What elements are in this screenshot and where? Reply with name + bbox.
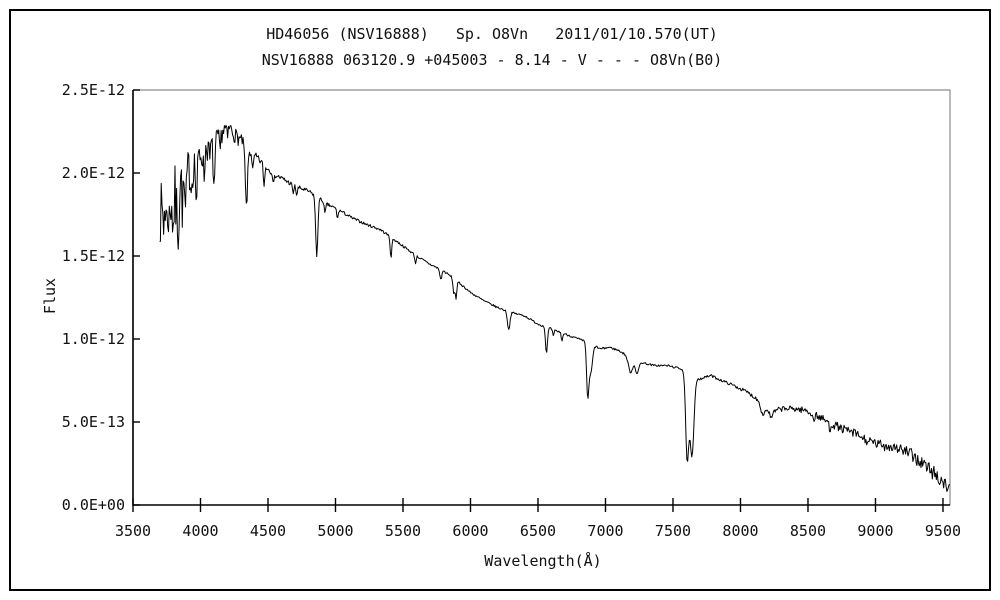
x-tick-label: 8000 xyxy=(722,522,758,540)
x-tick-label: 4000 xyxy=(182,522,218,540)
x-tick-label: 5500 xyxy=(385,522,421,540)
x-tick-label: 5000 xyxy=(317,522,353,540)
y-tick-label: 5.0E-13 xyxy=(62,413,125,431)
x-axis-title: Wavelength(Å) xyxy=(484,552,602,570)
y-tick-label: 1.0E-12 xyxy=(62,330,125,348)
chart-title: HD46056 (NSV16888) Sp. O8Vn 2011/01/10.5… xyxy=(266,25,718,43)
x-tick-label: 4500 xyxy=(250,522,286,540)
x-tick-label: 3500 xyxy=(115,522,151,540)
image-border-frame xyxy=(9,9,991,591)
x-tick-label: 8500 xyxy=(790,522,826,540)
x-tick-label: 7000 xyxy=(587,522,623,540)
x-tick-label: 6000 xyxy=(452,522,488,540)
axes xyxy=(132,90,950,506)
x-tick-label: 6500 xyxy=(520,522,556,540)
chart-subtitle: NSV16888 063120.9 +045003 - 8.14 - V - -… xyxy=(261,51,723,69)
y-tick-label: 0.0E+00 xyxy=(62,496,125,514)
y-tick-label: 2.5E-12 xyxy=(62,81,125,99)
x-tick-label: 9000 xyxy=(857,522,893,540)
spectrum-line xyxy=(159,124,950,492)
x-tick-label: 9500 xyxy=(925,522,961,540)
plot-area-border xyxy=(133,89,951,505)
x-tick-label: 7500 xyxy=(655,522,691,540)
y-tick-label: 1.5E-12 xyxy=(62,247,125,265)
y-tick-label: 2.0E-12 xyxy=(62,164,125,182)
